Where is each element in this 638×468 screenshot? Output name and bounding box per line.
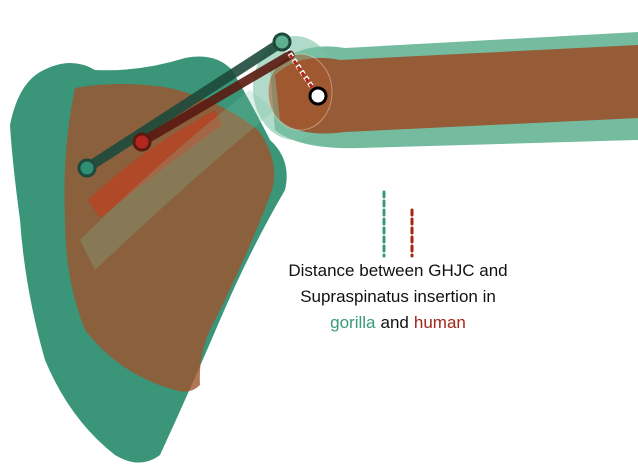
caption-line2: Supraspinatus insertion in: [300, 287, 496, 306]
gorilla-word: gorilla: [330, 313, 376, 332]
ghjc-marker: [308, 86, 328, 106]
human-distance: [288, 54, 320, 97]
human-line: [137, 50, 295, 147]
human-marker: [132, 132, 152, 152]
caption-line1: Distance between GHJC and: [288, 261, 507, 280]
human-scapula: [64, 84, 275, 392]
gorilla-line: [82, 37, 287, 173]
caption-line3: gorilla and human: [330, 313, 466, 332]
gorilla-marker: [77, 158, 97, 178]
overlay: [80, 90, 275, 270]
gorilla-distance: [279, 40, 321, 98]
human-word: human: [414, 313, 466, 332]
and-word: and: [381, 313, 409, 332]
gorilla-insertion: [272, 32, 292, 52]
human-humerus-head: [267, 53, 333, 131]
human-spine: [88, 110, 222, 218]
human-humerus: [275, 45, 638, 134]
